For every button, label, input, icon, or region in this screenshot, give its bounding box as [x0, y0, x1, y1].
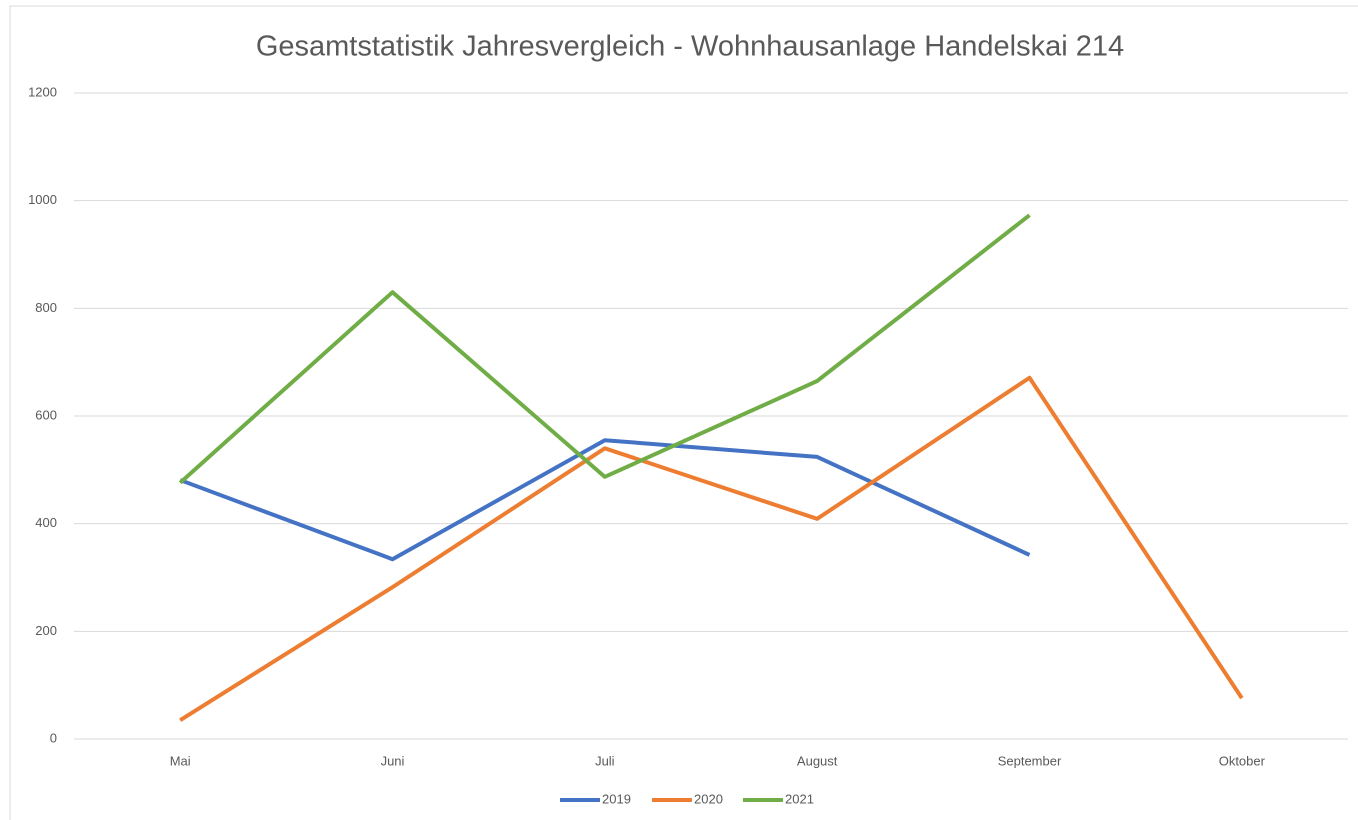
x-tick-label: Oktober: [1219, 753, 1266, 768]
series-line: [178, 213, 1031, 485]
y-tick-label: 400: [35, 515, 57, 530]
x-tick-label: September: [998, 753, 1062, 768]
y-tick-label: 800: [35, 300, 57, 315]
series-line: [179, 438, 1031, 562]
legend-label: 2020: [694, 791, 723, 806]
legend-label: 2021: [785, 791, 814, 806]
y-tick-label: 600: [35, 407, 57, 422]
x-tick-label: Juli: [595, 753, 615, 768]
x-tick-label: Mai: [170, 753, 191, 768]
x-tick-label: Juni: [381, 753, 405, 768]
y-tick-label: 1000: [28, 192, 57, 207]
y-tick-label: 200: [35, 623, 57, 638]
y-tick-label: 0: [50, 730, 57, 745]
series-line: [179, 375, 1244, 722]
y-tick-label: 1200: [28, 84, 57, 99]
chart-title: Gesamtstatistik Jahresvergleich - Wohnha…: [256, 31, 1124, 63]
legend-label: 2019: [602, 791, 631, 806]
x-tick-label: August: [797, 753, 838, 768]
